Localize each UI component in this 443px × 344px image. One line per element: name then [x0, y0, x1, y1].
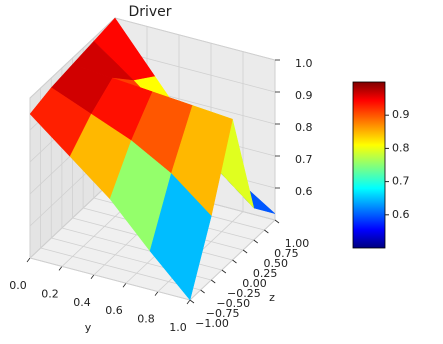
z-tick-label: 0.00: [242, 277, 267, 290]
tick-mark: [122, 282, 127, 288]
tick-mark: [232, 259, 237, 264]
y-tick-label: 0.9: [295, 89, 313, 102]
x-tick-label: 0.2: [41, 287, 59, 300]
z-tick-label: −0.25: [227, 287, 261, 300]
colorbar-tick-label: 0.8: [392, 141, 410, 154]
y-tick-label: 1.0: [295, 57, 313, 70]
x-tick-label: 0.0: [9, 279, 27, 292]
tick-mark: [26, 257, 31, 263]
tick-mark: [200, 289, 205, 294]
z-axis-label: z: [269, 291, 275, 304]
z-tick-label: 0.25: [253, 267, 278, 280]
tick-mark: [90, 274, 95, 280]
z-tick-label: −0.75: [206, 307, 240, 320]
tick-mark: [253, 239, 258, 244]
x-tick-label: 1.0: [169, 321, 187, 334]
colorbar-axis: 0.6 0.7 0.8 0.9: [385, 108, 410, 221]
y-tick-label: 0.7: [295, 153, 313, 166]
y-tick-label: 0.8: [295, 121, 313, 134]
tick-mark: [264, 229, 269, 234]
x-axis-label: y: [85, 321, 92, 334]
tick-mark: [186, 299, 191, 305]
colorbar-tick-label: 0.7: [392, 175, 410, 188]
grid-line: [29, 17, 116, 99]
colorbar: [352, 81, 386, 249]
tick-mark: [242, 249, 248, 254]
chart-title: Driver: [128, 4, 171, 20]
tick-mark: [189, 299, 195, 304]
surface: [29, 17, 276, 301]
z-tick-label: −0.50: [216, 297, 250, 310]
x-tick-label: 0.6: [105, 304, 123, 317]
z-tick-label: 0.75: [274, 247, 299, 260]
tick-mark: [274, 219, 280, 224]
colorbar-tick-label: 0.9: [392, 108, 410, 121]
z-tick-label: −1.00: [195, 317, 229, 330]
tick-mark: [154, 291, 159, 296]
y-tick-label: 0.6: [295, 185, 313, 198]
grid-line: [114, 17, 276, 61]
tick-mark: [58, 266, 63, 271]
tick-mark: [211, 279, 216, 284]
grid-line: [40, 247, 201, 291]
x-tick-label: 0.8: [137, 313, 155, 326]
colorbar-tick-label: 0.6: [392, 208, 410, 221]
z-tick-label: 0.50: [264, 257, 289, 270]
z-tick-label: 1.00: [285, 237, 310, 250]
surface-patch: [149, 173, 212, 301]
tick-mark: [221, 269, 227, 274]
grid-line: [29, 257, 191, 301]
x-tick-label: 0.4: [73, 296, 91, 309]
